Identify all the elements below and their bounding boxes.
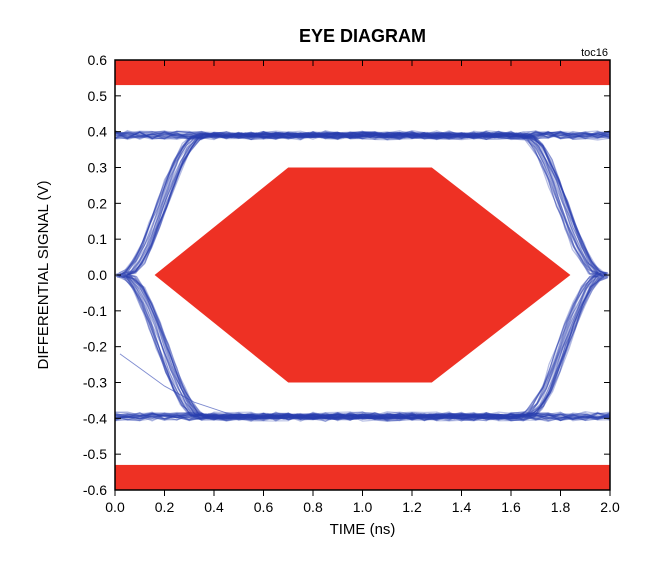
ytick-label: -0.5 [83,446,107,462]
ytick-label: 0.0 [88,267,108,283]
ytick-label: 0.3 [88,160,108,176]
x-axis-label: TIME (ns) [330,521,396,538]
ytick-label: -0.4 [83,410,107,426]
xtick-label: 2.0 [600,499,620,515]
chart-title: EYE DIAGRAM [299,26,426,46]
ytick-label: -0.2 [83,339,107,355]
chart-svg: EYE DIAGRAM toc16 0.0 0.2 0.4 0.6 0.8 1.0 1.2 1.4… [20,20,637,560]
ytick-label: 0.4 [88,124,108,140]
xtick-label: 0.0 [105,499,125,515]
ytick-label: -0.3 [83,375,107,391]
ytick-label: -0.6 [83,482,107,498]
xtick-label: 1.0 [353,499,373,515]
corner-label: toc16 [581,47,608,59]
xtick-label: 0.6 [254,499,274,515]
ytick-label: 0.1 [88,231,108,247]
ytick-label: 0.2 [88,195,108,211]
xtick-label: 1.2 [402,499,422,515]
xtick-label: 1.6 [501,499,521,515]
xtick-label: 0.4 [204,499,224,515]
ytick-label: 0.6 [88,52,108,68]
mask-bottom-band [115,465,610,490]
ytick-label: 0.5 [88,88,108,104]
y-axis-label: DIFFERENTIAL SIGNAL (V) [35,181,52,370]
xtick-label: 1.8 [551,499,571,515]
xtick-label: 0.8 [303,499,323,515]
eye-diagram-chart: EYE DIAGRAM toc16 0.0 0.2 0.4 0.6 0.8 1.0 1.2 1.4… [20,20,637,560]
xtick-label: 1.4 [452,499,472,515]
xtick-label: 0.2 [155,499,175,515]
ytick-label: -0.1 [83,303,107,319]
